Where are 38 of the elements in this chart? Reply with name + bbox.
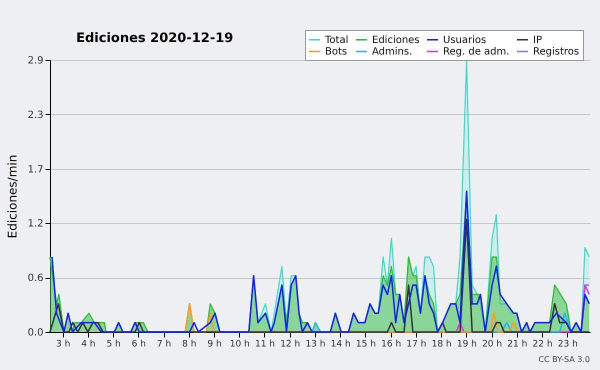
x-tick-label: 19 h xyxy=(456,340,477,350)
x-tick-label: 8 h xyxy=(182,340,196,350)
x-tick-label: 18 h xyxy=(432,340,452,350)
x-tick-label: 13 h xyxy=(305,340,326,350)
x-tick-label: 16 h xyxy=(381,340,402,350)
legend-label: Ediciones xyxy=(372,34,420,46)
y-tick-label: 2.9 xyxy=(28,56,44,66)
x-tick-label: 15 h xyxy=(356,340,376,350)
y-tick-label: 1.2 xyxy=(28,218,44,230)
legend-label: Usuarios xyxy=(443,34,486,46)
x-tick-label: 17 h xyxy=(406,340,426,350)
x-tick-label: 7 h xyxy=(156,340,172,350)
x-tick-label: 14 h xyxy=(330,340,351,350)
y-tick-label: 0.6 xyxy=(28,273,44,284)
x-tick-label: 12 h xyxy=(280,340,300,350)
legend-label: IP xyxy=(533,34,542,46)
x-tick-label: 3 h xyxy=(56,340,70,350)
y-tick-label: 2.3 xyxy=(28,110,44,121)
y-tick-label: 0.0 xyxy=(28,328,44,338)
legend-label: Registros xyxy=(533,46,580,58)
x-tick-label: 5 h xyxy=(106,340,121,350)
x-tick-label: 6 h xyxy=(132,340,146,350)
y-axis-title: Ediciones/min xyxy=(6,154,20,238)
y-tick-label: 1.7 xyxy=(28,164,44,176)
x-tick-label: 22 h xyxy=(532,340,553,350)
x-tick-label: 23 h xyxy=(558,340,578,350)
x-tick-label: 4 h xyxy=(81,340,96,350)
legend-label: Admins. xyxy=(372,46,412,58)
legend-label: Total xyxy=(324,34,348,46)
chart-title: Ediciones 2020-12-19 xyxy=(76,31,234,46)
legend-label: Reg. de adm. xyxy=(443,46,510,58)
x-tick-label: 20 h xyxy=(482,340,502,350)
x-tick-label: 11 h xyxy=(254,340,275,350)
legend-label: Bots xyxy=(325,46,348,58)
x-tick-label: 10 h xyxy=(230,340,250,350)
text: CC BY-SA 3.0 xyxy=(538,355,590,364)
x-tick-label: 9 h xyxy=(207,340,222,350)
x-tick-label: 21 h xyxy=(507,340,528,350)
